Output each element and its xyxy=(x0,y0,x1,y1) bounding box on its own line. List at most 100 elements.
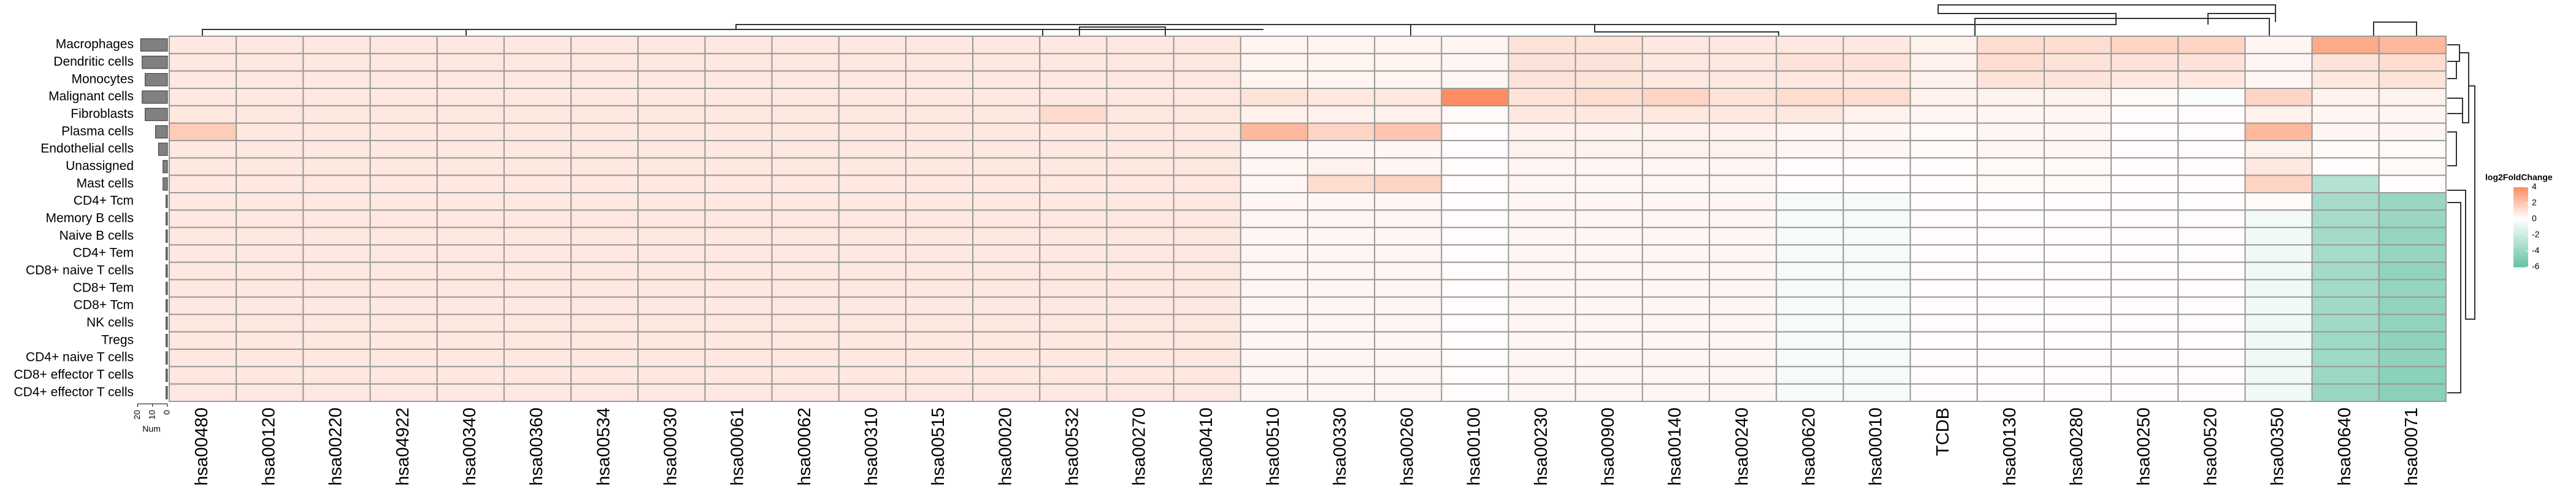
colorbar-step xyxy=(2513,209,2528,212)
heatmap-cell xyxy=(2244,174,2313,193)
heatmap-cell xyxy=(1508,36,1576,55)
heatmap-cell xyxy=(436,349,505,368)
heatmap-cell xyxy=(1976,157,2045,176)
heatmap-cell xyxy=(704,157,773,176)
heatmap-cell xyxy=(1374,383,1443,403)
heatmap-cell xyxy=(1776,383,1844,403)
colorbar-step xyxy=(2513,235,2528,237)
heatmap-cell xyxy=(1976,366,2045,385)
heatmap-cell xyxy=(1842,383,1911,403)
heatmap-cell xyxy=(1776,140,1844,159)
heatmap-cell xyxy=(1641,261,1711,280)
heatmap-cell xyxy=(570,226,639,246)
heatmap-cell xyxy=(1641,314,1711,333)
heatmap-cell xyxy=(1307,88,1376,107)
colorbar-step xyxy=(2513,227,2528,229)
heatmap-cell xyxy=(1976,349,2045,368)
heatmap-cell xyxy=(369,383,438,403)
heatmap-cell xyxy=(1508,296,1576,315)
heatmap-cell xyxy=(302,209,371,228)
colorbar-step xyxy=(2513,239,2528,241)
heatmap-cell xyxy=(2311,314,2380,333)
heatmap-cell xyxy=(169,383,237,403)
heatmap-cell xyxy=(2311,36,2380,55)
colorbar-step xyxy=(2513,199,2528,201)
row-label: Fibroblasts xyxy=(71,107,134,121)
heatmap-cell xyxy=(972,244,1041,263)
colorbar-step xyxy=(2513,188,2528,190)
heatmap-cell xyxy=(1307,349,1376,368)
heatmap-cell xyxy=(436,209,505,228)
heatmap-cell xyxy=(637,88,706,107)
heatmap-cell xyxy=(1909,383,1978,403)
heatmap-cell xyxy=(1106,105,1175,124)
heatmap-cell xyxy=(2043,36,2112,55)
heatmap-cell xyxy=(1374,157,1443,176)
heatmap-cell xyxy=(1909,244,1978,263)
heatmap-cell xyxy=(1641,53,1711,72)
heatmap-cell xyxy=(1240,209,1308,228)
heatmap-cell xyxy=(570,140,639,159)
heatmap-cell xyxy=(838,296,907,315)
colorbar-step xyxy=(2513,212,2528,214)
row-label: Tregs xyxy=(101,333,134,347)
heatmap-cell xyxy=(503,296,572,315)
heatmap-cell xyxy=(236,244,304,263)
heatmap-cell xyxy=(2177,88,2246,107)
heatmap-cell xyxy=(1709,36,1777,55)
heatmap-cell xyxy=(2244,105,2313,124)
heatmap-cell xyxy=(1441,53,1509,72)
heatmap-cell xyxy=(570,105,639,124)
heatmap-cell xyxy=(1240,314,1308,333)
colorbar-step xyxy=(2513,217,2528,220)
row-label: Macrophages xyxy=(56,37,134,52)
heatmap-cell xyxy=(2043,331,2112,350)
colorbar-step xyxy=(2513,228,2528,230)
row-label: Unassigned xyxy=(66,159,134,173)
colorbar-step xyxy=(2513,187,2528,189)
heatmap-cell xyxy=(1307,70,1376,89)
heatmap-cell xyxy=(637,105,706,124)
heatmap-cell xyxy=(1909,296,1978,315)
heatmap-cell xyxy=(236,157,304,176)
colorbar-step xyxy=(2513,231,2528,233)
heatmap-cell xyxy=(704,36,773,55)
heatmap-cell xyxy=(2177,122,2246,142)
heatmap-cell xyxy=(1508,105,1576,124)
heatmap-cell xyxy=(637,192,706,211)
heatmap-cell xyxy=(2110,209,2179,228)
colorbar-step xyxy=(2513,192,2528,195)
row-label: Naive B cells xyxy=(59,228,134,242)
heatmap-cell xyxy=(1173,122,1241,142)
colorbar-step xyxy=(2513,244,2528,246)
bar-tick-label: 0 xyxy=(162,410,172,415)
heatmap-cell xyxy=(1776,244,1844,263)
heatmap-cell xyxy=(1508,174,1576,193)
heatmap-cell xyxy=(2177,296,2246,315)
heatmap-cell xyxy=(2378,157,2447,176)
heatmap-cell xyxy=(1106,140,1175,159)
heatmap-cell xyxy=(2177,261,2246,280)
heatmap-cell xyxy=(838,140,907,159)
heatmap-cell xyxy=(2177,140,2246,159)
heatmap-cell xyxy=(1641,70,1711,89)
heatmap-cell xyxy=(972,192,1041,211)
heatmap-cell xyxy=(838,366,907,385)
heatmap-cell xyxy=(1307,331,1376,350)
heatmap-cell xyxy=(1307,192,1376,211)
heatmap-cell xyxy=(436,366,505,385)
heatmap-cell xyxy=(1709,157,1777,176)
heatmap-cell xyxy=(2244,157,2313,176)
heatmap-cell xyxy=(1173,36,1241,55)
heatmap-cell xyxy=(1173,226,1241,246)
colorbar-step xyxy=(2513,257,2528,260)
heatmap-cell xyxy=(637,209,706,228)
heatmap-cell xyxy=(1508,226,1576,246)
heatmap-cell xyxy=(1909,366,1978,385)
heatmap-cell xyxy=(1776,88,1844,107)
heatmap-cell xyxy=(2378,366,2447,385)
heatmap-cell xyxy=(972,105,1041,124)
heatmap-cell xyxy=(369,349,438,368)
heatmap-cell xyxy=(436,88,505,107)
heatmap-cell xyxy=(1307,383,1376,403)
